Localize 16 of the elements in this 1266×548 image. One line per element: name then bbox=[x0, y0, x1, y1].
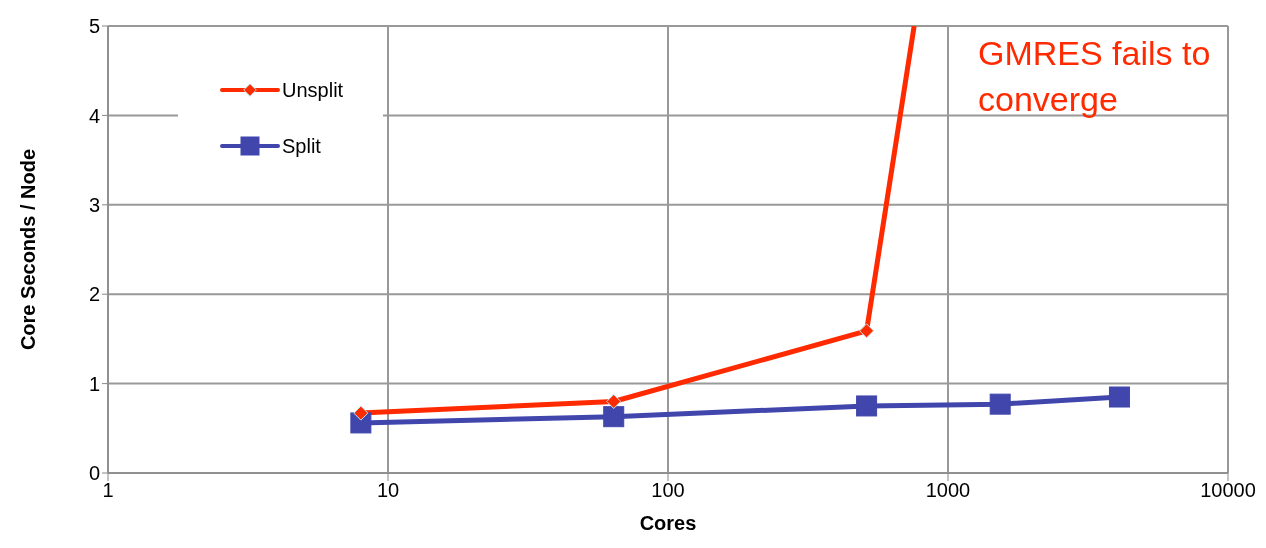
annotation: GMRES fails to converge bbox=[978, 33, 1212, 120]
x-tick-label: 1000 bbox=[925, 479, 971, 502]
y-axis-title: Core Seconds / Node bbox=[17, 148, 40, 351]
x-axis-title: Cores bbox=[639, 512, 697, 534]
y-tick-label: 0 bbox=[88, 462, 100, 485]
y-tick-label: 1 bbox=[88, 372, 100, 395]
x-tick-label: 10000 bbox=[1200, 479, 1256, 502]
y-tick-label: 3 bbox=[88, 193, 100, 216]
x-tick-label: 100 bbox=[651, 479, 685, 502]
y-tick-label: 2 bbox=[88, 283, 100, 306]
y-tick-label: 4 bbox=[88, 104, 100, 127]
legend-label: Unsplit bbox=[282, 78, 344, 102]
legend-label: Split bbox=[282, 134, 321, 158]
y-tick-label: 5 bbox=[88, 15, 100, 38]
x-tick-label: 1 bbox=[102, 479, 114, 502]
x-tick-label: 10 bbox=[376, 479, 400, 502]
